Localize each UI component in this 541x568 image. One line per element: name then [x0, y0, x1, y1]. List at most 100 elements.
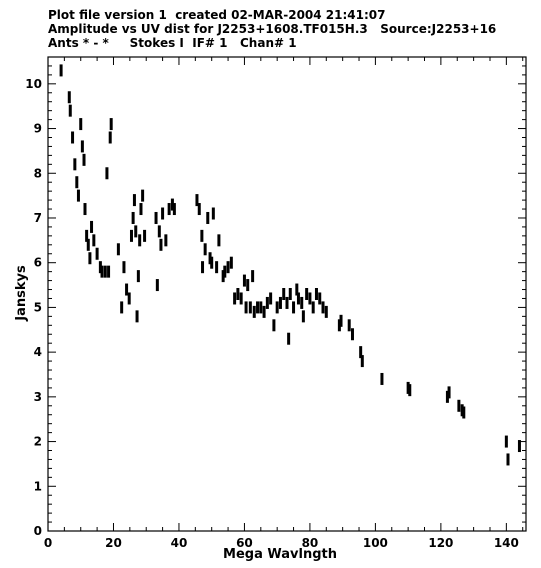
data-point [107, 265, 111, 278]
data-point [197, 203, 201, 216]
data-point [408, 384, 412, 397]
data-point [90, 220, 94, 233]
data-point [244, 301, 248, 314]
data-point [296, 292, 300, 305]
data-point [127, 292, 131, 305]
plot-header-line1: Plot file version 1 created 02-MAR-2004 … [48, 8, 386, 22]
data-point [324, 305, 328, 318]
data-point [215, 261, 219, 274]
data-point [300, 296, 304, 309]
plot-header-line3: Ants * - * Stokes I IF# 1 Chan# 1 [48, 36, 297, 50]
data-point [248, 301, 252, 314]
data-point [135, 310, 139, 323]
data-point [105, 167, 109, 180]
data-point [88, 252, 92, 265]
data-point [282, 288, 286, 300]
data-point [157, 225, 161, 238]
data-point [95, 247, 99, 260]
data-point [360, 355, 364, 368]
data-points [59, 64, 521, 466]
data-point [233, 292, 237, 305]
data-point [262, 305, 266, 318]
data-point [285, 296, 289, 309]
data-point [506, 453, 510, 466]
x-tick-label: 20 [105, 536, 122, 550]
data-point [134, 225, 138, 238]
data-point [287, 332, 291, 345]
data-point [167, 203, 171, 216]
data-point [100, 265, 104, 278]
data-point [79, 118, 83, 131]
data-point [76, 189, 80, 202]
data-point [203, 243, 207, 256]
y-tick-label: 0 [34, 524, 42, 538]
y-tick-label: 5 [34, 300, 42, 314]
data-point [278, 296, 282, 309]
data-point [447, 386, 451, 399]
data-point [141, 189, 145, 202]
data-point [159, 238, 163, 251]
data-point [172, 203, 176, 216]
data-point [221, 270, 225, 283]
data-point [239, 292, 243, 305]
data-point [295, 283, 299, 296]
data-point [321, 301, 325, 314]
data-point [83, 203, 87, 216]
x-tick-label: 40 [171, 536, 188, 550]
data-point [211, 207, 215, 220]
data-point [308, 292, 312, 305]
data-point [311, 301, 315, 314]
data-point [305, 288, 309, 300]
data-point [269, 292, 273, 305]
data-point [59, 64, 63, 77]
data-point [120, 301, 124, 314]
data-point [275, 301, 279, 314]
axis-ticks: 0 20 40 60 80 100 120 140 0 1 2 3 4 5 6 7 8 9 10 [25, 56, 526, 550]
data-point [67, 91, 71, 104]
data-point [359, 346, 363, 359]
data-point [252, 305, 256, 318]
x-tick-label: 0 [44, 536, 52, 550]
data-point [200, 229, 204, 242]
data-point [208, 252, 212, 265]
data-point [347, 319, 351, 332]
data-point [125, 283, 129, 296]
y-tick-label: 6 [34, 256, 42, 270]
plot-header-line2: Amplitude vs UV dist for J2253+1608.TF01… [48, 22, 497, 36]
y-tick-label: 8 [34, 166, 42, 180]
y-axis-label: Janskys [14, 265, 29, 322]
y-tick-label: 1 [34, 479, 42, 493]
data-point [259, 301, 263, 314]
data-point [406, 381, 410, 394]
data-point [457, 399, 461, 412]
data-point [154, 211, 158, 224]
data-point [161, 207, 165, 220]
data-point [92, 234, 96, 247]
data-point [73, 158, 77, 171]
y-tick-label: 7 [34, 211, 42, 225]
data-point [314, 288, 318, 300]
data-point [210, 256, 214, 269]
data-point [380, 372, 384, 385]
data-point [139, 203, 143, 216]
data-point [236, 288, 240, 300]
data-point [136, 270, 140, 283]
data-point [132, 194, 136, 207]
x-tick-label: 60 [236, 536, 253, 550]
data-point [80, 140, 84, 153]
data-point [131, 211, 135, 224]
data-point [129, 229, 133, 242]
data-point [71, 131, 75, 144]
data-point [223, 265, 227, 278]
data-point [301, 310, 305, 323]
data-point [143, 229, 147, 242]
y-tick-label: 10 [25, 77, 42, 91]
data-point [103, 265, 107, 278]
data-point [242, 274, 246, 287]
data-point [85, 229, 89, 242]
y-tick-label: 4 [34, 345, 42, 359]
data-point [108, 131, 112, 144]
data-point [75, 176, 79, 189]
data-point [288, 288, 292, 300]
